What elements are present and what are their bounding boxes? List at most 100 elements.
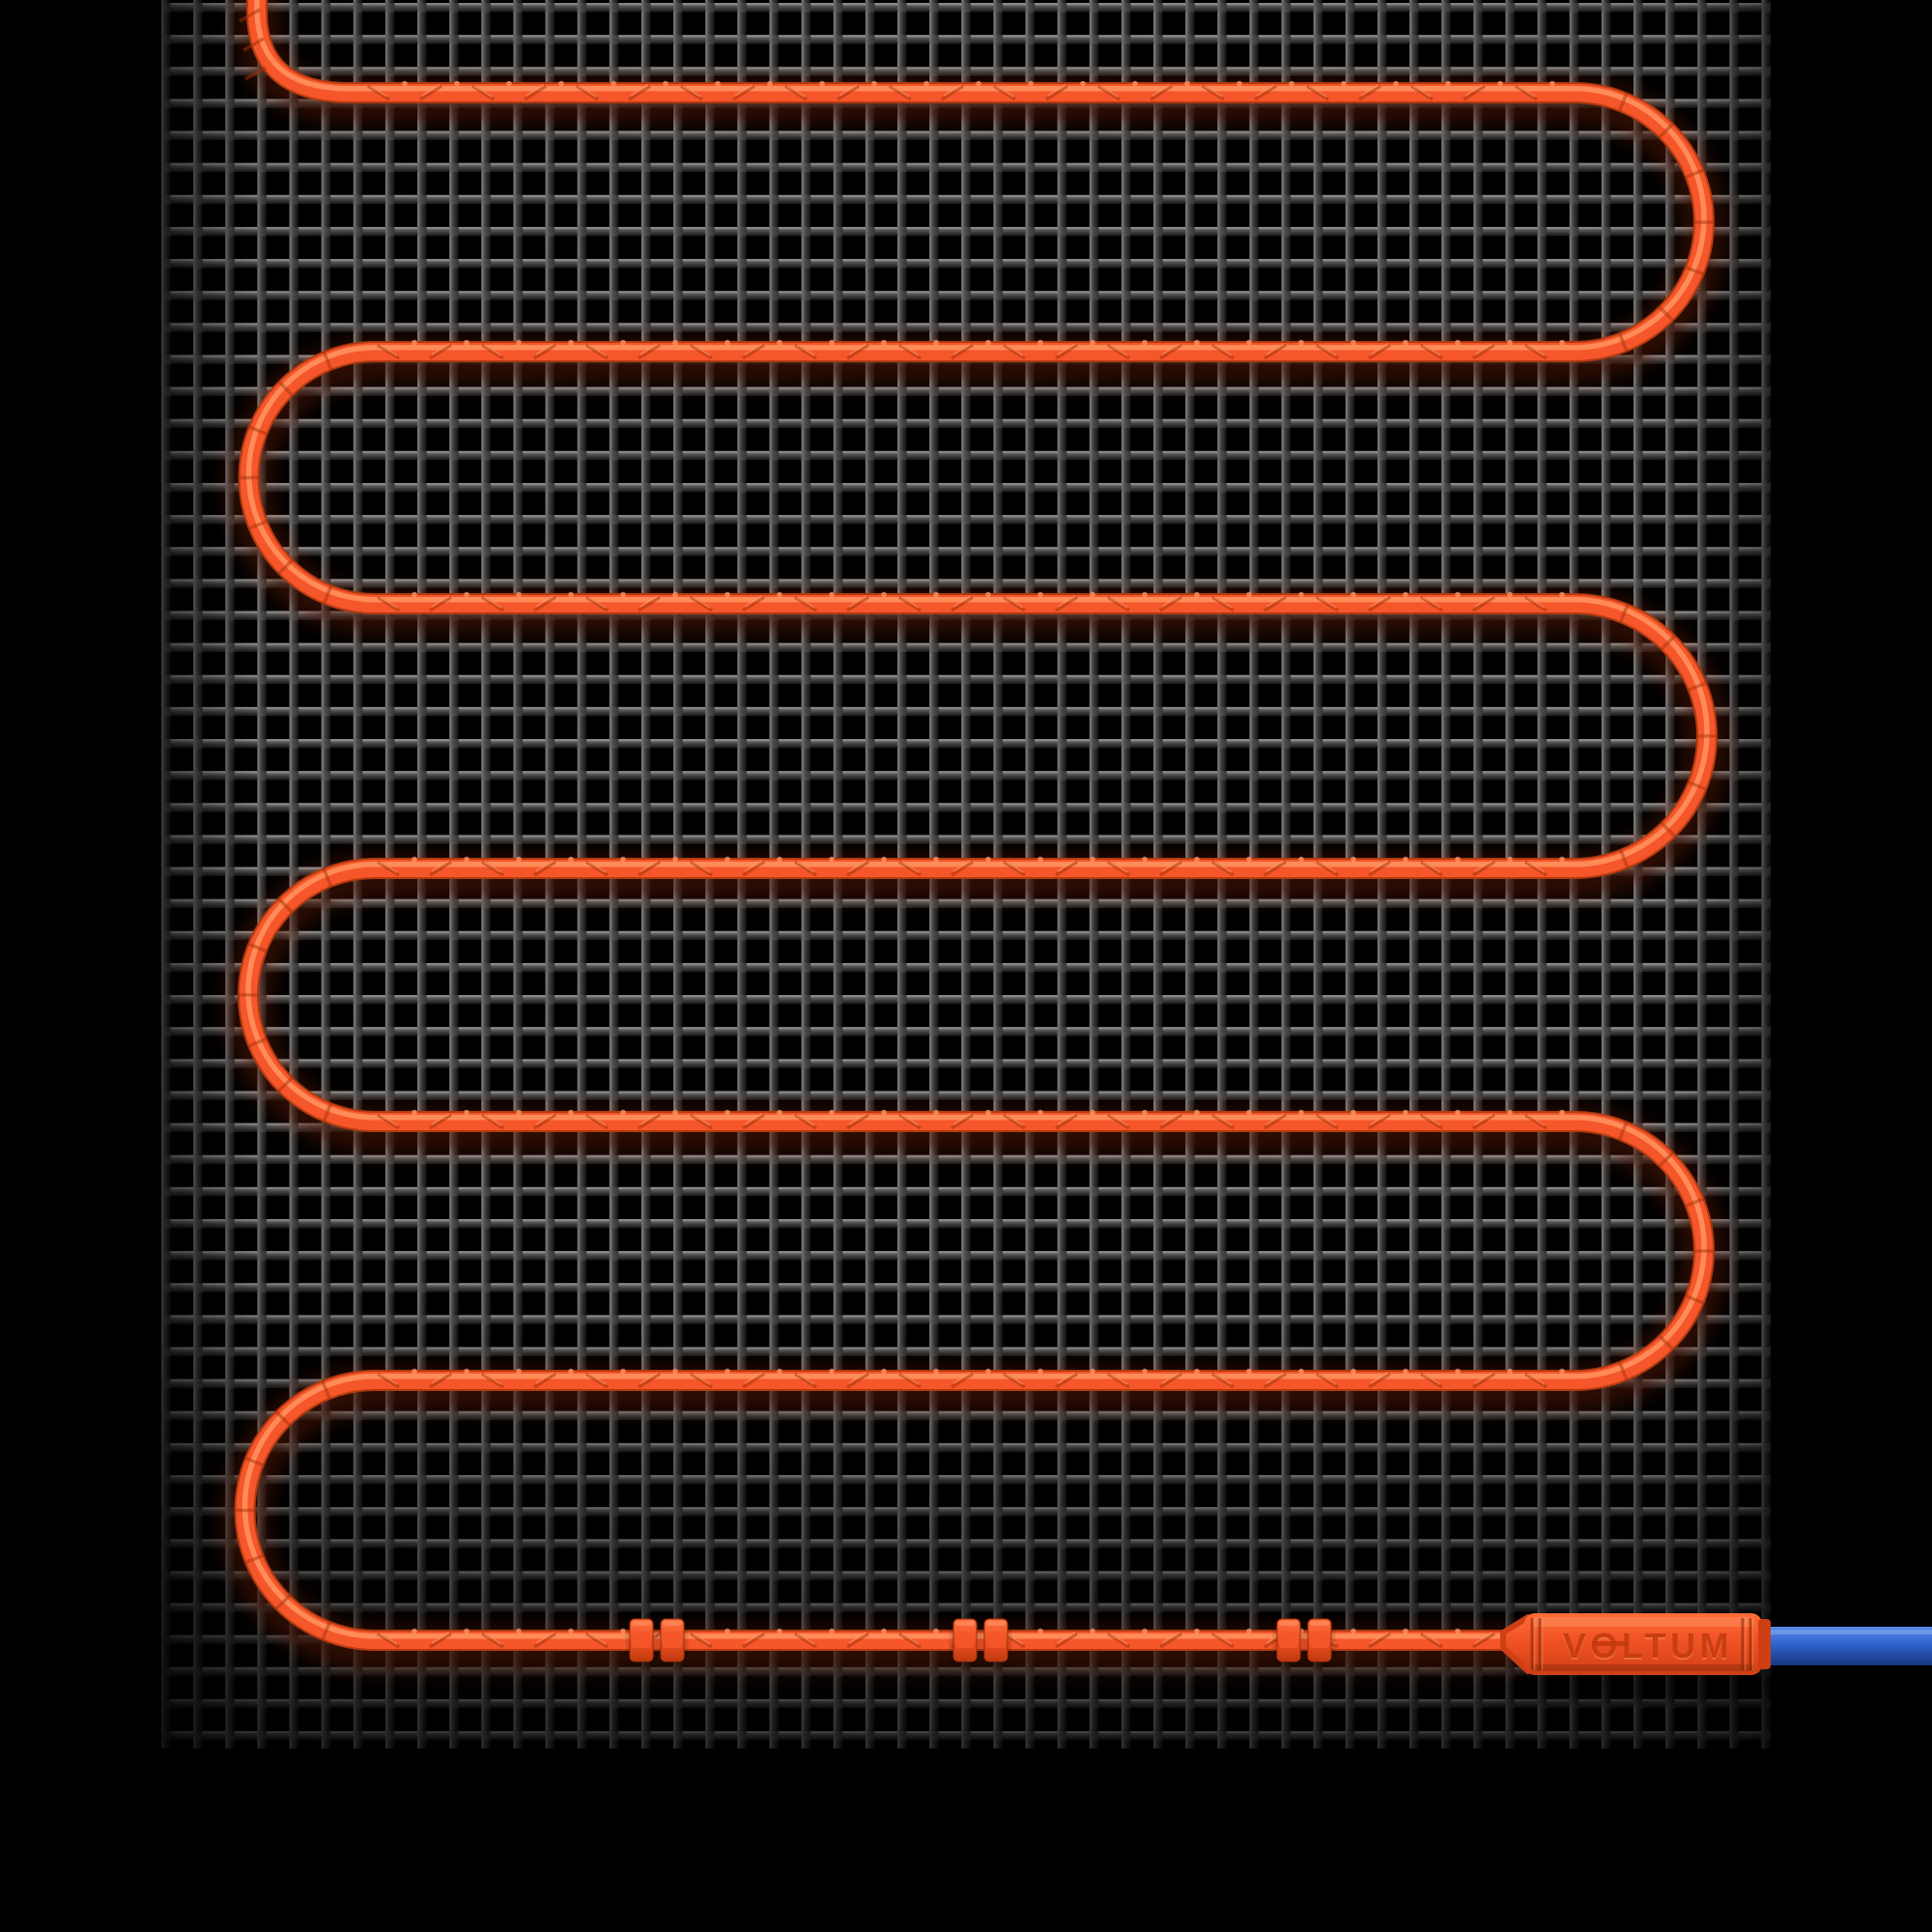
cable-wrap-bump — [620, 856, 626, 863]
cable-rib-highlight — [1474, 860, 1493, 872]
cable-rib-highlight — [1109, 861, 1128, 873]
cable-rib-turn — [322, 867, 333, 889]
cable-rib — [429, 1372, 452, 1389]
cable-rib — [1211, 1632, 1235, 1649]
cable-rib — [1420, 343, 1443, 360]
cable-wrap-bump — [1132, 80, 1138, 87]
cable-rib — [784, 84, 808, 101]
cable-rib-highlight — [587, 1114, 607, 1126]
cable-rib-turn — [1657, 304, 1675, 323]
cable-rib-highlight — [682, 85, 701, 98]
cable-rib — [1055, 595, 1078, 612]
cable-rib-turn — [1657, 1151, 1675, 1169]
cable-rib-highlight — [379, 1373, 398, 1385]
cable-rib-turn — [1618, 848, 1631, 869]
cable-wrap-bump — [829, 1109, 835, 1116]
cable-wrap-bump — [568, 1109, 574, 1116]
cable-wrap-bump — [412, 1628, 417, 1634]
cable-rib — [1306, 84, 1329, 101]
cable-wrap-bump — [1341, 80, 1347, 87]
power-lead — [1760, 1627, 1932, 1665]
cable-rib — [1316, 343, 1339, 360]
cable-rib-highlight — [1057, 1632, 1076, 1644]
cable-wrap-bump — [464, 1628, 469, 1634]
cable-wrap-bump — [1142, 339, 1148, 346]
clip-top-highlight — [1310, 1621, 1329, 1626]
cable-rib — [951, 343, 974, 360]
cable-wrap-bump — [1445, 80, 1451, 87]
cable-wrap-bump — [1142, 591, 1148, 598]
cable-rib-highlight — [900, 596, 920, 609]
cable-rib — [690, 595, 713, 612]
cable-wrap-bump — [1037, 591, 1043, 598]
cable-wrap-bump — [777, 1368, 782, 1375]
cable-wrap-bump — [568, 1368, 574, 1375]
cable-rib — [585, 343, 609, 360]
cable-rib — [742, 860, 765, 877]
cable-rib-highlight — [1057, 860, 1076, 872]
cable-wrap-bump — [412, 1368, 417, 1375]
cable-core-path — [236, 0, 1716, 1649]
cable-wrap-bump — [1090, 1368, 1095, 1375]
cable-rib — [628, 84, 651, 101]
cable-rib-highlight — [535, 860, 554, 872]
cable-wrap-bump — [1246, 856, 1252, 863]
cable-rib-highlight — [1422, 596, 1441, 609]
cable-rib-highlight — [1109, 1114, 1128, 1126]
cable-wrap-bump — [516, 1628, 522, 1634]
cable-wrap-bump — [1350, 1368, 1356, 1375]
cable-wrap-bump — [881, 1368, 887, 1375]
cable-rib-highlight — [1265, 343, 1285, 355]
cable-rib — [837, 84, 860, 101]
cable-rib-highlight — [900, 861, 920, 873]
cable-wrap-bump — [985, 339, 991, 346]
cable-rib — [1368, 1113, 1391, 1130]
brand-label: VOLTUM — [1563, 1626, 1733, 1665]
cable-wrap-bump — [620, 1628, 626, 1634]
cable-wrap-bump — [1559, 339, 1565, 346]
cable-rib — [1472, 1113, 1495, 1130]
cable-rib-turn — [1687, 780, 1708, 792]
cable-rib-turn — [243, 1456, 266, 1467]
cable-rib-highlight — [1318, 1373, 1337, 1385]
cable-rib-entry — [242, 37, 265, 52]
cable-rib — [638, 860, 661, 877]
cable-rib — [846, 1632, 869, 1649]
cable-rib-highlight — [369, 85, 388, 98]
cable-rib — [1368, 860, 1391, 877]
cable-rib-highlight — [483, 596, 502, 609]
cable-rib-highlight — [848, 595, 867, 608]
cable-rib-highlight — [692, 1373, 711, 1385]
clip-top-highlight — [955, 1621, 975, 1626]
cable-rib — [1515, 84, 1538, 101]
cable-rib — [1107, 1113, 1130, 1130]
cable-wrap-bump — [767, 80, 773, 87]
cable-wrap-bump — [516, 856, 522, 863]
cable-rib-highlight — [639, 1113, 659, 1125]
cable-wrap-bump — [464, 1109, 469, 1116]
cable-wrap-bump — [1080, 80, 1086, 87]
cable-rib-turn — [1617, 331, 1629, 354]
cable-rib-turn — [1617, 1360, 1629, 1382]
cable-rib — [846, 1372, 869, 1389]
cable-wrap-bump — [1037, 856, 1043, 863]
cable-rib-highlight — [995, 85, 1014, 98]
cable-rib — [794, 1632, 817, 1649]
cable-rib — [1524, 860, 1548, 877]
cable-rib-highlight — [1213, 861, 1233, 873]
cable-rib-highlight — [1204, 85, 1223, 98]
cable-wrap-bump — [1142, 856, 1148, 863]
connector-label-group: VOLTUM VOLTUM — [1563, 1626, 1733, 1667]
cable-rib — [1420, 1372, 1443, 1389]
cable-rib-highlight — [535, 343, 554, 355]
cable-wrap-bump — [1194, 1368, 1200, 1375]
cable-rib — [1159, 1632, 1182, 1649]
cable-rib-highlight — [1265, 595, 1285, 608]
cable-rib-highlight — [587, 1373, 607, 1385]
cable-wrap-bump — [933, 1628, 939, 1634]
cable-rib — [533, 595, 556, 612]
cable-rib-highlight — [630, 84, 649, 97]
cable-wrap-bump — [516, 1368, 522, 1375]
clip-cable-channel — [663, 1633, 682, 1648]
cable-rib-highlight — [952, 1372, 972, 1384]
